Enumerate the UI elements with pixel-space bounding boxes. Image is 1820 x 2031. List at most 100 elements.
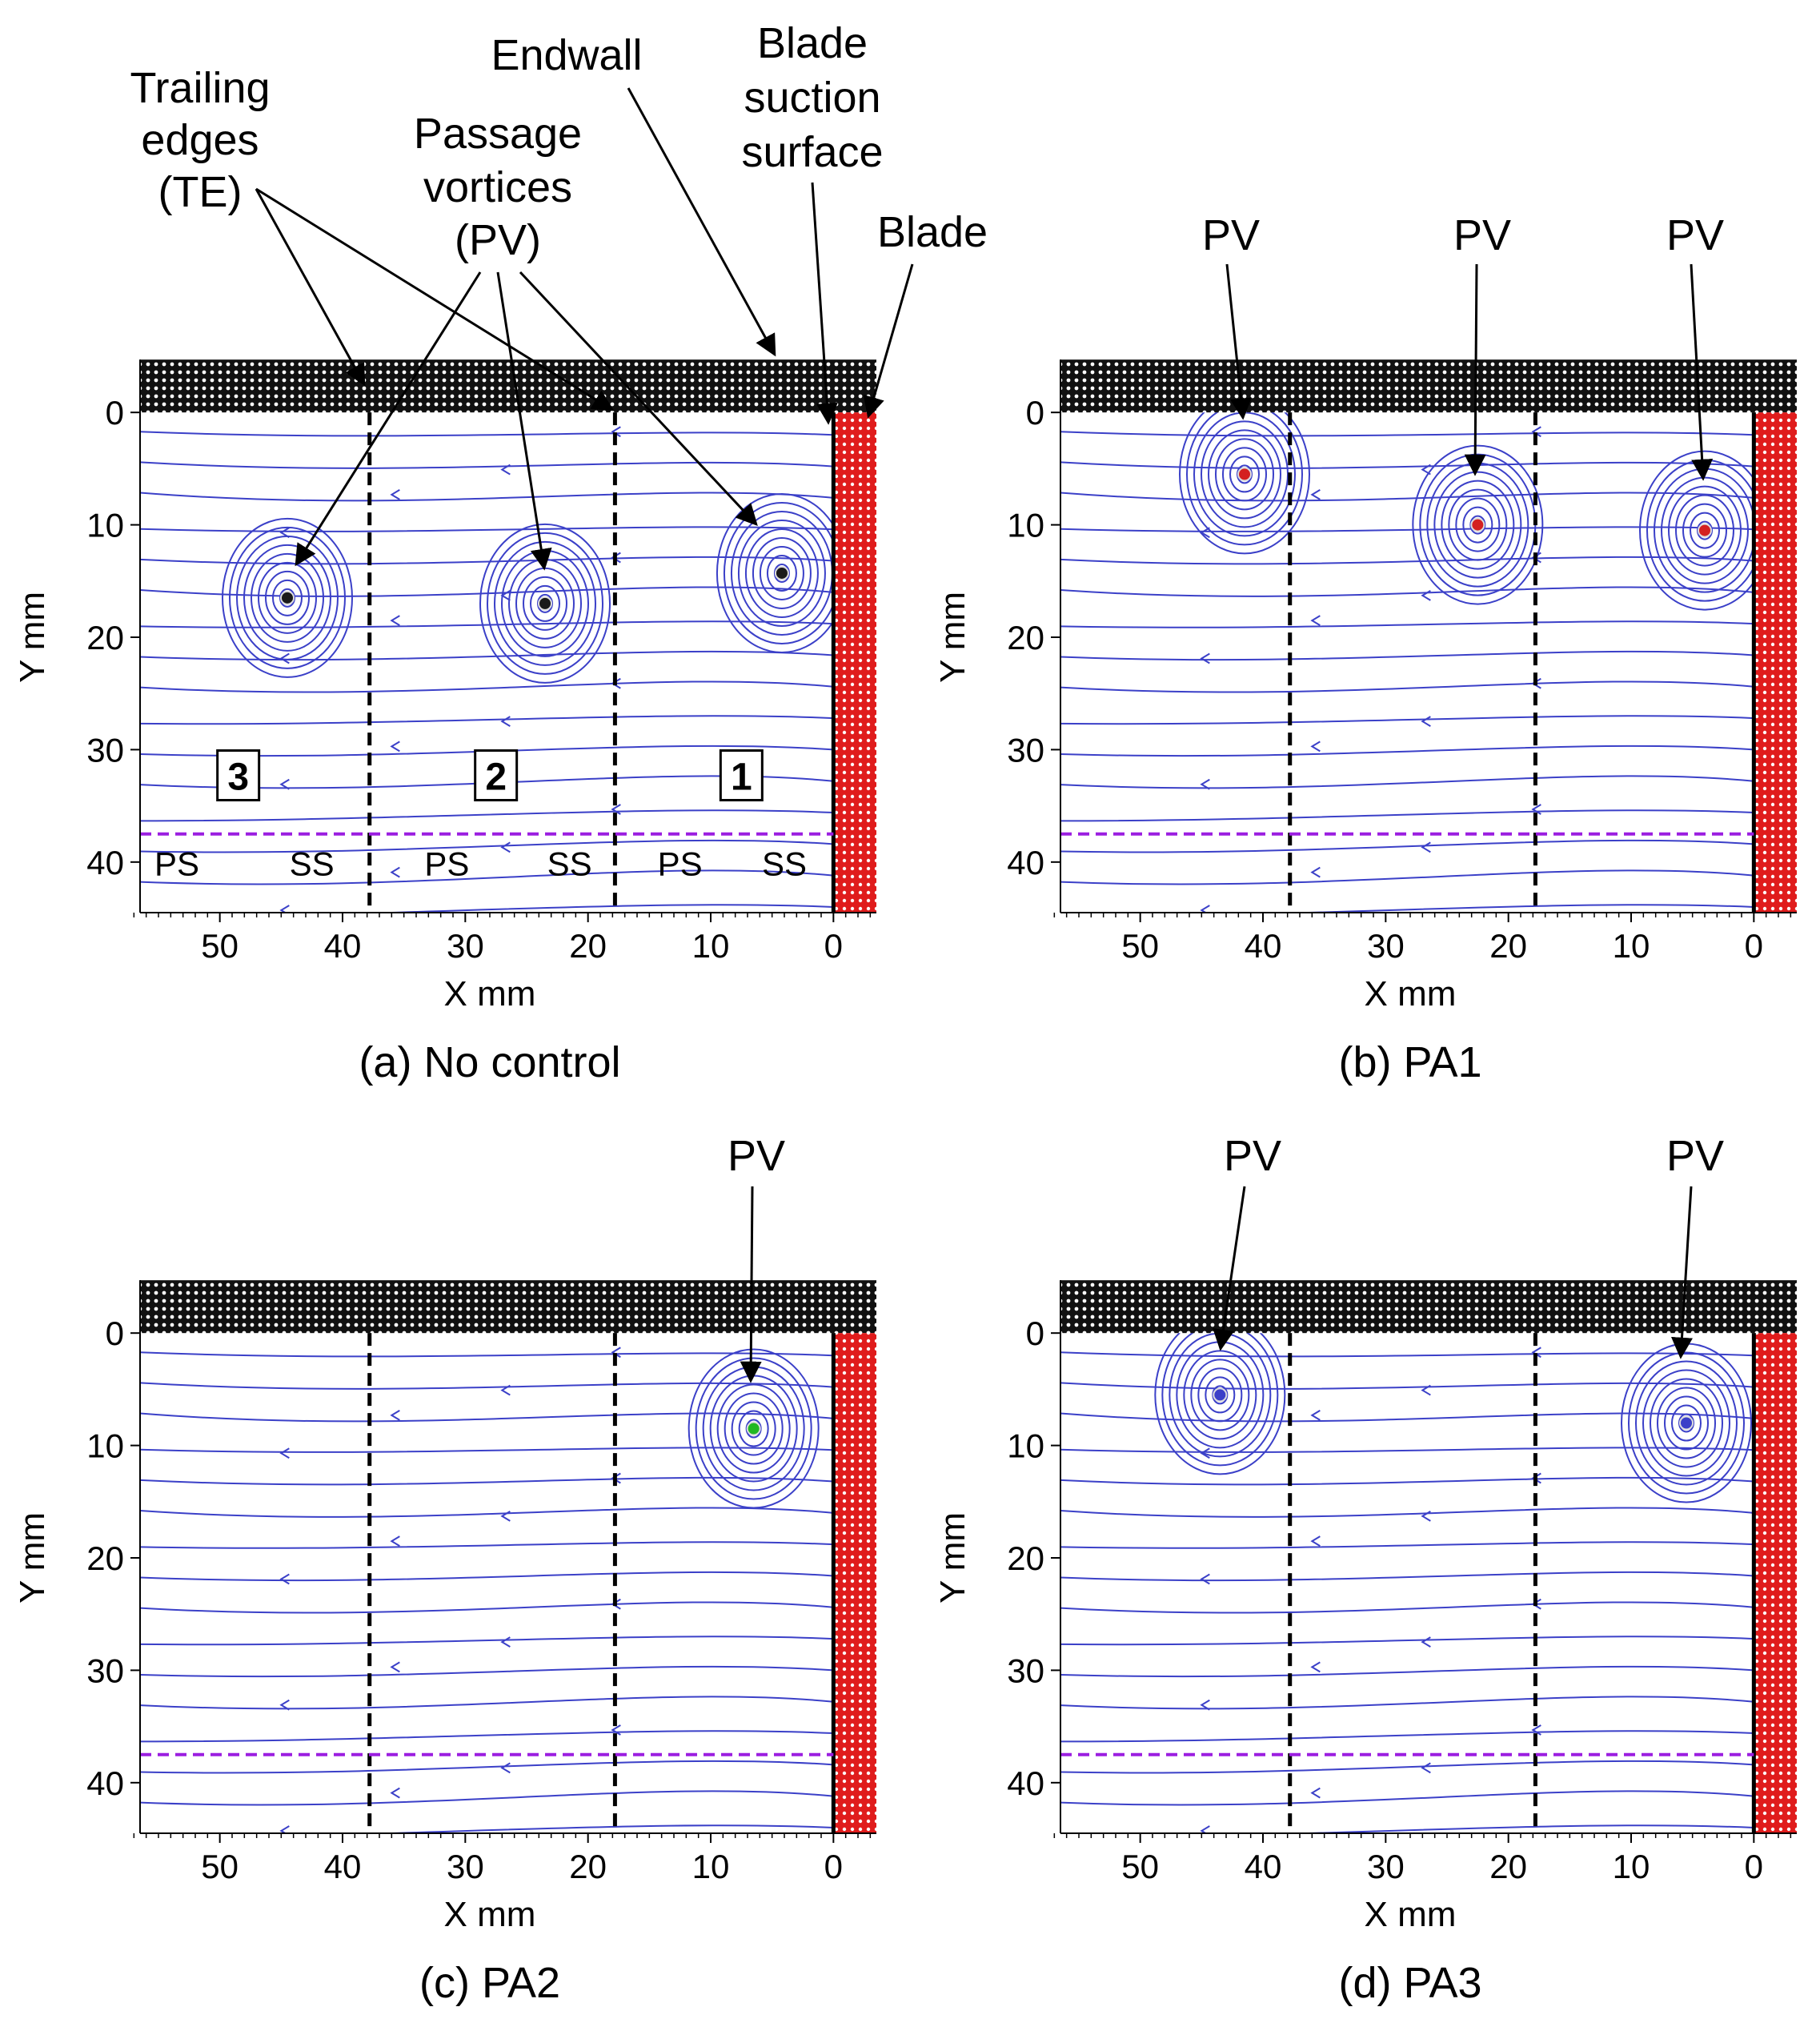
streamline	[1060, 1760, 1754, 1774]
streamline-arrow	[611, 426, 621, 438]
region-label: 3	[227, 757, 249, 799]
vortex-core	[1470, 517, 1485, 532]
pv-label-d2: PV	[1666, 1132, 1724, 1180]
pressure-side-label: PS	[424, 845, 469, 883]
streamline	[1060, 1696, 1754, 1710]
vortex-core	[538, 596, 552, 611]
suction-side-label: SS	[290, 845, 335, 883]
streamline	[140, 1447, 834, 1453]
streamline-arrow	[1531, 1472, 1541, 1484]
streamline	[140, 1665, 834, 1678]
streamline-field	[1060, 1333, 1754, 1834]
vortex-streamline	[1190, 1359, 1250, 1431]
pv-label-c1: PV	[728, 1132, 785, 1180]
streamline	[1060, 680, 1754, 693]
panel-caption: (c) PA2	[419, 1959, 560, 2007]
streamline-arrow	[390, 615, 400, 627]
vortex-streamline	[1650, 1378, 1723, 1468]
streamline-arrow	[500, 1384, 511, 1396]
y-tick-label: 30	[1007, 1652, 1044, 1689]
streamline	[1060, 620, 1754, 628]
streamline-arrow	[611, 677, 621, 689]
streamline	[140, 680, 834, 693]
vortex-streamline	[1197, 1367, 1243, 1423]
streamline-arrow	[1531, 804, 1541, 815]
blade-region	[833, 412, 876, 913]
streamline	[140, 715, 834, 725]
region-box	[719, 749, 764, 802]
vortex-streamline	[724, 1392, 784, 1465]
x-axis-label: X mm	[444, 1895, 536, 1934]
streamline-arrow	[1200, 1573, 1210, 1585]
streamline-arrow	[611, 1598, 621, 1610]
streamline-arrow	[1421, 716, 1431, 727]
vortex-streamline	[1161, 1333, 1279, 1467]
suction-side-label: SS	[762, 845, 807, 883]
y-tick-label: 40	[1007, 1764, 1044, 1802]
streamline-arrow	[1421, 589, 1431, 601]
pv-label-b1: PV	[1202, 211, 1260, 259]
vortex-streamline	[716, 1383, 791, 1474]
streamline	[1284, 1824, 1754, 1834]
streamline	[1060, 775, 1754, 789]
y-axis-label: Y mm	[933, 592, 972, 683]
vortex-streamline	[1229, 456, 1260, 493]
streamline	[140, 1696, 834, 1710]
panel-caption: (d) PA3	[1338, 1959, 1481, 2007]
streamline-arrow	[1421, 1510, 1431, 1522]
streamline	[140, 869, 834, 885]
x-tick-label: 30	[1367, 1848, 1405, 1885]
blade-suction-label-3: surface	[741, 128, 883, 176]
vortex-streamline	[1657, 1387, 1716, 1459]
streamline	[1060, 745, 1754, 757]
vortex-streamline	[1635, 1360, 1738, 1486]
panel-d: 50 40 30 20 10 0 0 10 20 30 40 X mm Y mm (d) PA3	[933, 1280, 1797, 2007]
vortex-streamline	[1441, 480, 1515, 570]
streamline	[1060, 715, 1754, 725]
vortex-streamline	[258, 561, 317, 634]
streamline-arrow	[279, 652, 290, 664]
streamline-arrow	[390, 741, 400, 753]
vortex-streamline	[737, 519, 826, 627]
vortex-core	[1698, 523, 1712, 538]
streamline-arrow	[611, 1347, 621, 1359]
x-tick-label: 0	[1745, 927, 1763, 965]
streamline	[363, 904, 834, 913]
streamline-field	[140, 1347, 834, 1834]
vortex-streamline	[744, 528, 819, 618]
streamline-arrow	[390, 1410, 400, 1421]
endwall-band	[140, 359, 876, 413]
streamline	[140, 1760, 834, 1774]
y-axis-label: Y mm	[13, 1512, 52, 1604]
y-tick-label: 20	[1007, 1539, 1044, 1577]
streamline-arrow	[1421, 1636, 1431, 1648]
panel-caption: (a) No control	[359, 1038, 620, 1086]
y-tick-label: 20	[1007, 619, 1044, 656]
streamline-arrow	[279, 778, 290, 790]
streamline-arrow	[500, 716, 511, 727]
streamline	[140, 1412, 834, 1423]
vortex-streamline	[759, 545, 804, 600]
streamline	[1060, 1601, 1754, 1614]
streamline-arrow	[1531, 1724, 1541, 1736]
annotations: Trailing edges (TE) Passage vortices (PV…	[130, 19, 1724, 1383]
passage-vortices-label-3: (PV)	[455, 216, 541, 264]
x-tick-label: 50	[201, 1848, 239, 1885]
endwall-band	[1060, 359, 1797, 413]
x-tick-label: 30	[1367, 927, 1405, 965]
vortex-streamline	[530, 584, 560, 622]
streamline-arrow	[1310, 1410, 1321, 1421]
vortex-spiral	[1621, 1343, 1752, 1503]
streamline	[1060, 1382, 1754, 1390]
vortex-streamline	[1642, 1369, 1730, 1477]
vortex-streamline	[229, 526, 346, 669]
streamline-arrow	[1310, 741, 1321, 753]
streamline-arrow	[611, 1472, 621, 1484]
streamline-arrow	[1310, 866, 1321, 878]
trailing-edges-label-2: edges	[141, 116, 259, 164]
x-axis-label: X mm	[444, 974, 536, 1013]
x-tick-label: 40	[1245, 927, 1282, 965]
streamline	[140, 1636, 834, 1646]
streamline	[140, 461, 834, 469]
